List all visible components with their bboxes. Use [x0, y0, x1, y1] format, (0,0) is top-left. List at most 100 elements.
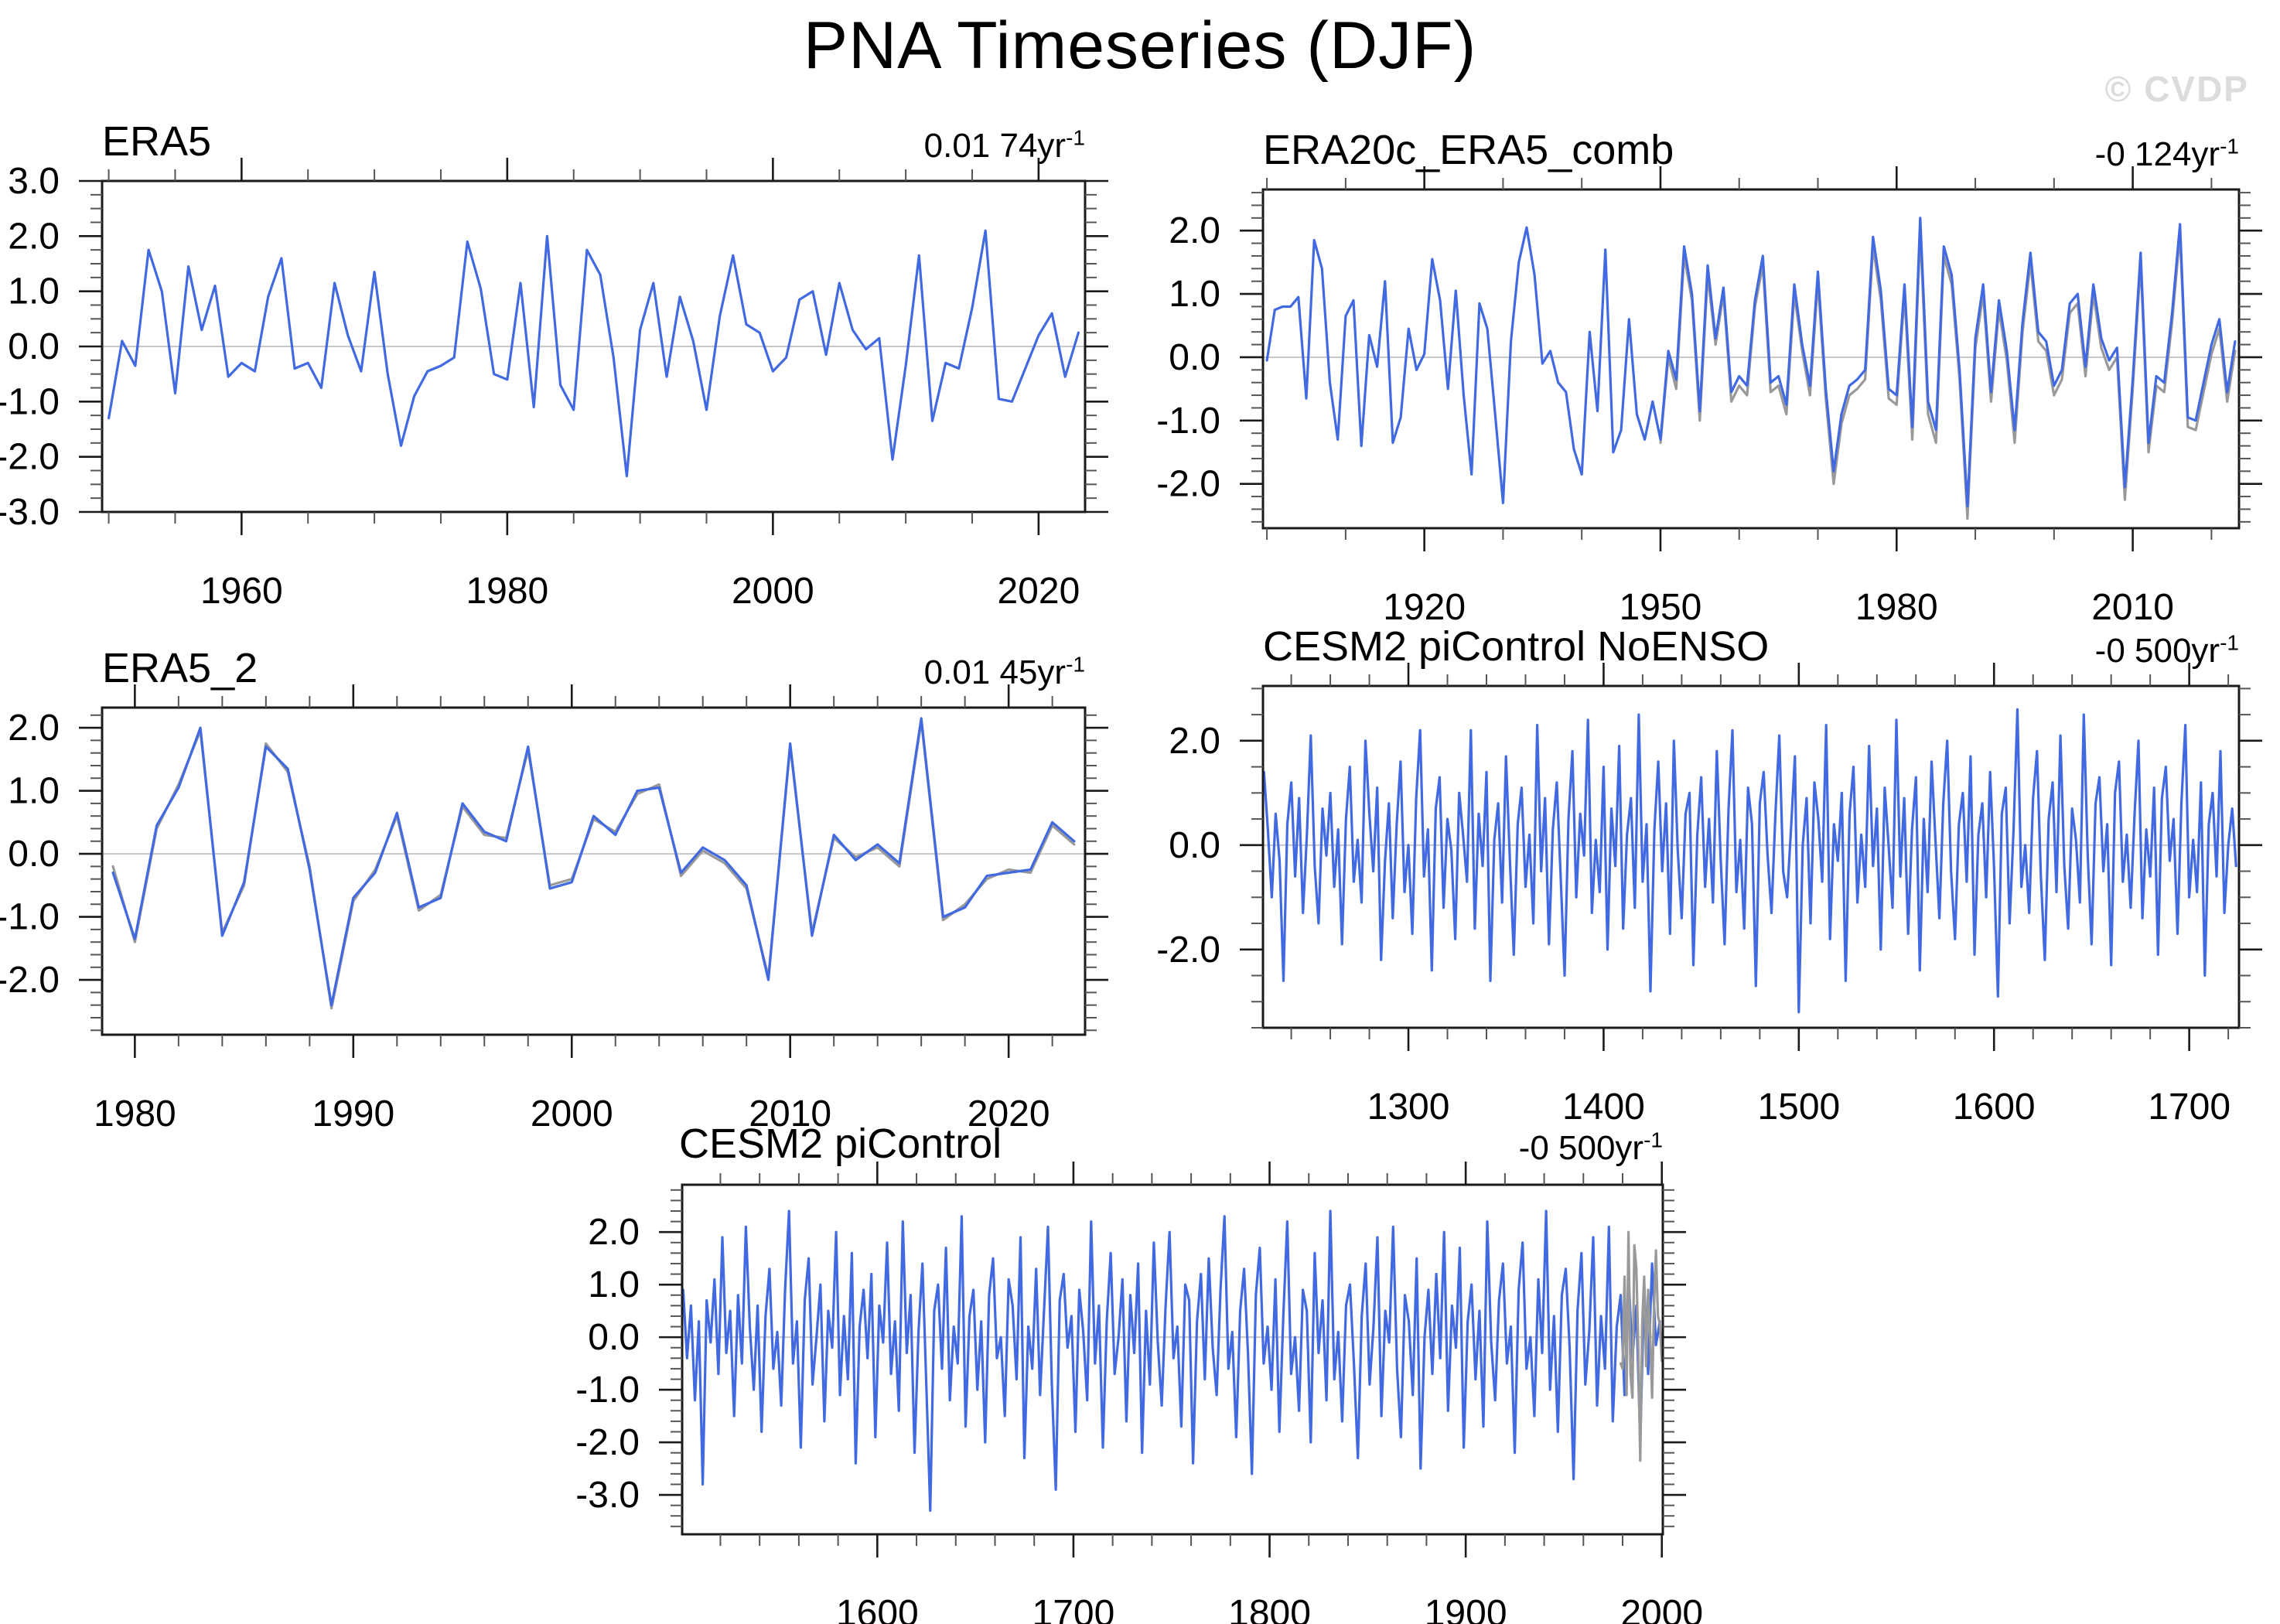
series-cesm2-picontrol	[681, 1209, 1661, 1513]
y-tick-label: -1.0	[0, 897, 60, 938]
plot-frame-era20c-era5-comb	[1261, 188, 2241, 530]
trend-value: 0.01 45yr	[923, 653, 1067, 691]
x-tick-label: 1900	[1425, 1593, 1507, 1624]
y-tick-label: 1.0	[8, 771, 60, 812]
trend-value: 0.01 74yr	[923, 127, 1067, 165]
ticks-cesm2-picontrol	[659, 1162, 1686, 1557]
panel-trend-era5: 0.01 74yr-1	[924, 127, 1085, 165]
trend-value: -0 500yr	[2094, 632, 2220, 670]
y-tick-label: -2.0	[0, 437, 60, 478]
trend-value: -0 500yr	[1518, 1129, 1644, 1167]
ticks-cesm2-picontrol-noenso	[1240, 663, 2262, 1051]
y-tick-label: -3.0	[575, 1475, 640, 1516]
series-era5	[108, 229, 1080, 478]
panel-era20c-era5-comb: 1920 1950 1980 2010 2.0 1.0 0.0 -1.0 -2.0	[1156, 166, 2262, 628]
x-tick-label: 2000	[1620, 1593, 1703, 1624]
panel-trend-cesm2-picontrol-noenso: -0 500yr-1	[2095, 632, 2239, 670]
y-tick-label: 0.0	[1169, 337, 1220, 378]
y-tick-label: -3.0	[0, 492, 60, 533]
ticks-era5	[79, 158, 1108, 535]
x-tick-label: 2000	[732, 571, 814, 612]
y-tick-label: 2.0	[1169, 721, 1220, 762]
panel-cesm2-picontrol-noenso: 1300 1400 1500 1600 1700 2.0 0.0 -2.0	[1156, 663, 2262, 1128]
y-tick-label: 2.0	[588, 1212, 640, 1253]
x-tick-label: 1400	[1562, 1087, 1645, 1128]
series-cesm2-picontrol-noenso	[1262, 708, 2237, 1014]
page-title: PNA Timeseries (DJF)	[803, 9, 1477, 83]
plot-frame-era5-2	[101, 706, 1087, 1036]
panel-era5: 1960 1980 2000 2020 3.0 2.0 1.0 0.0 -1.0 -2.0 -3.0	[0, 158, 1108, 612]
ticks-era20c-era5-comb	[1240, 166, 2262, 551]
panel-trend-era5-2: 0.01 45yr-1	[924, 653, 1085, 692]
x-tick-label: 1600	[1953, 1087, 2036, 1128]
series-obs-overlay	[1619, 1230, 1664, 1462]
panel-title-era20c-era5-comb: ERA20c_ERA5_comb	[1263, 127, 1674, 173]
x-tick-label: 2020	[968, 1093, 1050, 1134]
panel-title-era5: ERA5	[102, 118, 212, 165]
y-tick-label: -2.0	[1156, 930, 1220, 971]
ticks-era5-2	[79, 684, 1108, 1058]
y-tick-label: 2.0	[8, 708, 60, 749]
y-tick-label: 1.0	[8, 271, 60, 312]
x-tick-label: 1990	[312, 1093, 394, 1134]
series-era20c-era5-comb	[1265, 217, 2237, 507]
tick-labels-cesm2-picontrol-noenso: 1300 1400 1500 1600 1700 2.0 0.0 -2.0	[1156, 721, 2231, 1128]
tick-labels-cesm2-picontrol: 1600 1700 1800 1900 2000 2.0 1.0 0.0 -1.0 -2.0 -3.…	[575, 1212, 1703, 1624]
x-tick-label: 1980	[1855, 587, 1938, 628]
panel-trend-cesm2-picontrol: -0 500yr-1	[1519, 1129, 1663, 1168]
y-tick-label: 1.0	[1169, 274, 1220, 315]
panel-title-era5-2: ERA5_2	[102, 645, 258, 691]
trend-exponent: -1	[1066, 652, 1085, 677]
y-tick-label: -2.0	[0, 960, 60, 1001]
x-tick-label: 1950	[1620, 587, 1702, 628]
x-tick-label: 2000	[531, 1093, 613, 1134]
x-tick-label: 1600	[836, 1593, 919, 1624]
y-tick-label: -2.0	[575, 1422, 640, 1463]
x-tick-label: 1300	[1367, 1087, 1450, 1128]
y-tick-label: -1.0	[0, 381, 60, 422]
plot-frame-cesm2-picontrol	[681, 1183, 1664, 1536]
panel-cesm2-picontrol: 1600 1700 1800 1900 2000 2.0 1.0 0.0 -1.0 -2.0 -3.…	[575, 1162, 1703, 1624]
tick-labels-era5-2: 1980 1990 2000 2010 2020 2.0 1.0 0.0 -1.0 -2.0	[0, 708, 1050, 1134]
cvdp-watermark: © CVDP	[2104, 69, 2249, 109]
y-tick-label: -1.0	[575, 1370, 640, 1411]
trend-exponent: -1	[2220, 630, 2239, 655]
x-tick-label: 1920	[1383, 587, 1466, 628]
y-tick-label: -2.0	[1156, 464, 1220, 505]
x-tick-label: 2010	[749, 1093, 831, 1134]
panel-era5-2: 1980 1990 2000 2010 2020 2.0 1.0 0.0 -1.0 -2.0	[0, 684, 1108, 1134]
series-era5-overlay	[1659, 229, 2237, 520]
trend-exponent: -1	[1066, 125, 1085, 150]
panel-title-cesm2-picontrol-noenso: CESM2 piControl NoENSO	[1263, 623, 1770, 670]
plot-frame-cesm2-picontrol-noenso	[1261, 684, 2241, 1029]
panel-title-cesm2-picontrol: CESM2 piControl	[679, 1121, 1002, 1167]
y-tick-label: 0.0	[588, 1317, 640, 1358]
y-tick-label: 0.0	[8, 834, 60, 875]
trend-value: -0 124yr	[2094, 135, 2220, 173]
trend-exponent: -1	[2220, 134, 2239, 159]
x-tick-label: 1980	[466, 571, 548, 612]
x-tick-label: 1700	[1032, 1593, 1115, 1624]
y-tick-label: 0.0	[8, 326, 60, 367]
x-tick-label: 1500	[1757, 1087, 1840, 1128]
x-tick-label: 1960	[200, 571, 283, 612]
series-era5-2	[111, 717, 1076, 1007]
x-tick-label: 1800	[1228, 1593, 1311, 1624]
series-era5-2-member	[111, 720, 1076, 1010]
trend-exponent: -1	[1643, 1128, 1663, 1152]
y-tick-label: 3.0	[8, 161, 60, 202]
tick-labels-era20c-era5-comb: 1920 1950 1980 2010 2.0 1.0 0.0 -1.0 -2.0	[1156, 210, 2174, 628]
x-tick-label: 2020	[997, 571, 1080, 612]
x-tick-label: 2010	[2091, 587, 2174, 628]
y-tick-label: 0.0	[1169, 825, 1220, 866]
x-tick-label: 1700	[2148, 1087, 2231, 1128]
y-tick-label: 2.0	[8, 216, 60, 257]
y-tick-label: 1.0	[588, 1264, 640, 1305]
tick-labels-era5: 1960 1980 2000 2020 3.0 2.0 1.0 0.0 -1.0 -2.0 -3.0	[0, 161, 1080, 612]
panel-trend-era20c-era5-comb: -0 124yr-1	[2095, 135, 2239, 174]
x-tick-label: 1980	[94, 1093, 176, 1134]
y-tick-label: 2.0	[1169, 210, 1220, 251]
y-tick-label: -1.0	[1156, 401, 1220, 442]
